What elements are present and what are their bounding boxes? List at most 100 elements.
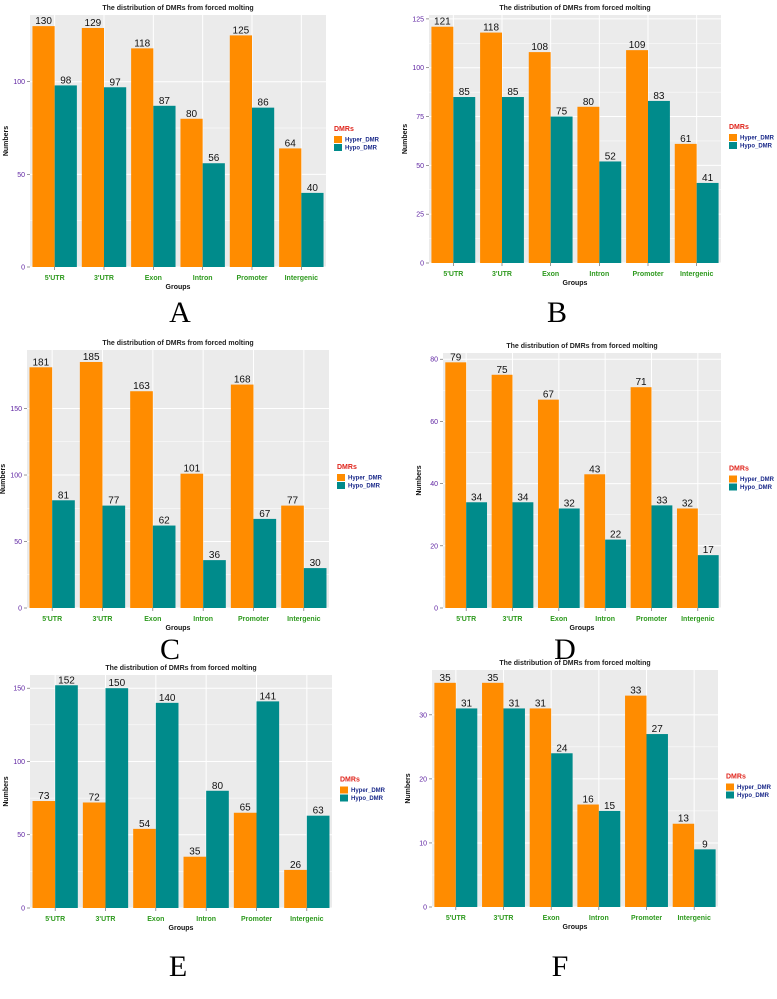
x-tick-label: Intron	[196, 916, 216, 923]
bar-hyper-dmr-promoter	[626, 50, 648, 264]
data-label-hyper-dmr-exon: 163	[133, 381, 150, 392]
data-label-hyper-dmr-exon: 54	[139, 819, 151, 830]
plot-background	[429, 15, 721, 263]
y-tick-label: 100	[412, 65, 424, 72]
data-label-hypo-dmr-intergenic: 30	[310, 558, 322, 569]
y-tick-label: 10	[419, 840, 427, 847]
bar-hypo-dmr-5-utr	[55, 685, 78, 908]
x-tick-label: Intergenic	[681, 616, 715, 623]
x-tick-label: Promoter	[631, 915, 662, 922]
legend-label-hypo-dmr: Hypo_DMR	[351, 796, 384, 802]
bar-hyper-dmr-5-utr	[431, 26, 454, 263]
bar-hypo-dmr-intergenic	[694, 849, 716, 907]
bar-hypo-dmr-5-utr	[455, 708, 478, 907]
data-label-hypo-dmr-intergenic: 63	[313, 806, 325, 817]
legend-label-hyper-dmr: Hyper_DMR	[345, 138, 380, 144]
y-tick-label: 50	[17, 172, 25, 179]
data-label-hypo-dmr-intron: 80	[212, 781, 224, 792]
data-label-hyper-dmr-5-utr: 130	[35, 16, 52, 27]
data-label-hypo-dmr-intron: 36	[209, 550, 221, 561]
data-label-hypo-dmr-5-utr: 31	[461, 698, 473, 709]
bar-hyper-dmr-3-utr	[82, 802, 106, 908]
data-label-hyper-dmr-intron: 16	[583, 795, 595, 806]
data-label-hyper-dmr-exon: 67	[543, 390, 555, 401]
legend-title: DMRs	[726, 774, 746, 781]
bar-hypo-dmr-promoter	[651, 505, 673, 608]
y-axis-label: Numbers	[3, 126, 10, 156]
bar-hypo-dmr-exon	[153, 105, 176, 267]
data-label-hyper-dmr-3-utr: 129	[85, 18, 102, 29]
y-tick-label: 20	[430, 543, 438, 550]
data-label-hyper-dmr-5-utr: 121	[434, 17, 451, 28]
data-label-hyper-dmr-intergenic: 64	[285, 138, 297, 149]
data-label-hypo-dmr-intron: 22	[610, 530, 622, 541]
bar-hypo-dmr-promoter	[253, 518, 277, 608]
x-tick-label: 5'UTR	[42, 616, 62, 623]
bar-hyper-dmr-3-utr	[81, 27, 104, 268]
legend-swatch-hypo-dmr	[729, 483, 737, 491]
legend-swatch-hyper-dmr	[729, 475, 737, 483]
plot-background	[30, 15, 326, 267]
data-label-hypo-dmr-promoter: 27	[652, 724, 664, 735]
y-tick-label: 50	[17, 832, 25, 839]
bar-hypo-dmr-3-utr	[104, 87, 127, 267]
bar-hypo-dmr-intergenic	[696, 182, 719, 263]
bar-hypo-dmr-3-utr	[512, 502, 534, 608]
x-tick-label: Intron	[589, 915, 609, 922]
y-tick-label: 20	[419, 776, 427, 783]
bar-hypo-dmr-exon	[152, 525, 176, 608]
legend-swatch-hyper-dmr	[726, 783, 734, 791]
legend-label-hypo-dmr: Hypo_DMR	[740, 485, 773, 491]
bar-hyper-dmr-3-utr	[482, 682, 504, 907]
legend-label-hyper-dmr: Hyper_DMR	[348, 476, 383, 482]
chart-svg: 0 20 40 60 80 79 34 5'UTR 75 34 3'UTR 67 32 Exon 43 22 I…	[416, 343, 775, 632]
data-label-hypo-dmr-exon: 140	[159, 693, 176, 704]
legend-label-hypo-dmr: Hypo_DMR	[345, 146, 378, 152]
bar-hyper-dmr-5-utr	[32, 801, 56, 908]
chart-title: The distribution of DMRs from forced mol…	[102, 5, 253, 12]
x-axis-label: Groups	[563, 280, 588, 287]
bar-hypo-dmr-3-utr	[102, 505, 126, 608]
data-label-hyper-dmr-3-utr: 118	[483, 23, 499, 34]
legend-title: DMRs	[729, 124, 749, 131]
x-tick-label: Intergenic	[290, 916, 324, 923]
data-label-hyper-dmr-5-utr: 181	[32, 357, 49, 368]
y-tick-label: 0	[21, 265, 25, 272]
y-tick-label: 40	[430, 481, 438, 488]
bar-hyper-dmr-intergenic	[281, 505, 304, 608]
data-label-hypo-dmr-exon: 62	[159, 516, 171, 527]
legend-title: DMRs	[340, 777, 360, 784]
legend-title: DMRs	[729, 466, 749, 473]
x-tick-label: Exon	[145, 275, 162, 282]
legend-swatch-hyper-dmr	[729, 134, 737, 141]
plot-background	[443, 353, 721, 608]
data-label-hyper-dmr-3-utr: 185	[83, 352, 100, 363]
bar-hypo-dmr-intergenic	[306, 815, 330, 908]
bar-hypo-dmr-5-utr	[453, 97, 476, 263]
x-tick-label: Intergenic	[680, 271, 714, 278]
data-label-hyper-dmr-intron: 80	[583, 97, 595, 108]
data-label-hyper-dmr-promoter: 65	[240, 803, 252, 814]
bar-hyper-dmr-5-utr	[434, 682, 456, 907]
x-tick-label: Intergenic	[677, 915, 711, 922]
data-label-hyper-dmr-exon: 118	[134, 38, 150, 49]
x-axis-label: Groups	[169, 925, 194, 932]
y-tick-label: 75	[416, 114, 424, 121]
bar-hypo-dmr-intron	[203, 560, 226, 608]
x-tick-label: 5'UTR	[45, 916, 65, 923]
data-label-hypo-dmr-intron: 56	[208, 153, 220, 164]
data-label-hyper-dmr-promoter: 109	[629, 40, 646, 51]
legend-label-hyper-dmr: Hyper_DMR	[737, 785, 772, 791]
data-label-hyper-dmr-promoter: 71	[636, 377, 648, 388]
chart-panel-b: 0 25 50 75 100 125 121 85 5'UTR 118 85 3'UTR 108 75 Ex…	[395, 0, 777, 305]
data-label-hyper-dmr-exon: 108	[531, 42, 548, 53]
data-label-hypo-dmr-5-utr: 34	[471, 492, 483, 503]
data-label-hyper-dmr-intron: 43	[589, 464, 601, 475]
data-label-hyper-dmr-intron: 101	[183, 464, 200, 475]
legend-swatch-hyper-dmr	[337, 474, 345, 481]
legend-title: DMRs	[337, 464, 357, 471]
y-tick-label: 50	[14, 539, 22, 546]
data-label-hypo-dmr-3-utr: 85	[507, 87, 519, 98]
bar-hypo-dmr-intergenic	[301, 192, 324, 267]
x-tick-label: 5'UTR	[45, 275, 65, 282]
